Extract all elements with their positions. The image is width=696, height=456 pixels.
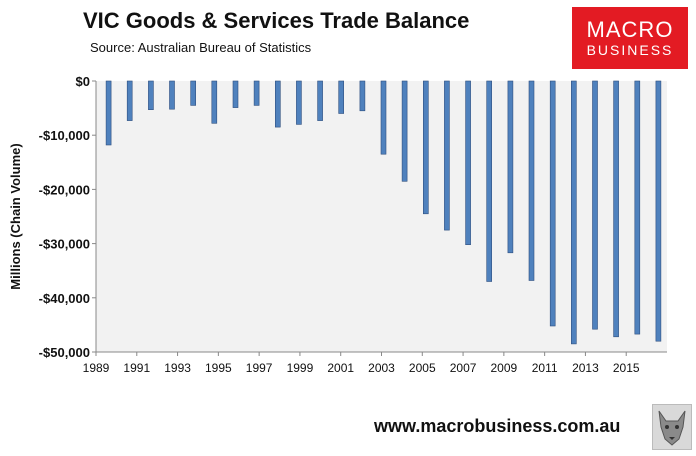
x-tick-label: 2009	[491, 361, 518, 375]
y-axis-title: Millions (Chain Volume)	[8, 143, 23, 289]
bar-1992	[148, 80, 154, 111]
bar-2006	[444, 80, 450, 231]
y-axis: $0 -$10,000 -$20,000 -$30,000 -$40,000 -$50,0…	[39, 74, 97, 360]
x-axis: 1989 1991 1993 1995 1997 1999 2001 2003 2005 2007…	[83, 351, 667, 375]
bar-2007	[465, 80, 471, 245]
bar-1999	[296, 80, 302, 125]
trade-balance-chart: $0 -$10,000 -$20,000 -$30,000 -$40,000 -$50,0…	[8, 74, 667, 375]
bar-1990	[105, 80, 112, 146]
bar-2004	[401, 80, 408, 182]
bar-1995	[211, 80, 218, 124]
bar-2000	[317, 80, 323, 121]
bar-2009	[507, 80, 514, 254]
y-tick-label: -$30,000	[39, 237, 90, 252]
bar-2015	[634, 80, 641, 335]
x-tick-label: 1995	[205, 361, 232, 375]
bar-2012	[570, 80, 577, 345]
x-tick-label: 1991	[123, 361, 150, 375]
bar-series	[105, 80, 662, 345]
bar-2014	[613, 80, 619, 338]
x-tick-label: 2013	[572, 361, 599, 375]
y-tick-label: -$50,000	[39, 345, 90, 360]
bar-2016	[655, 80, 662, 342]
chart-title: VIC Goods & Services Trade Balance	[83, 8, 470, 33]
x-tick-label: 1999	[287, 361, 314, 375]
logo-text-business: BUSINESS	[586, 42, 674, 58]
bar-2003	[380, 80, 387, 155]
bar-1996	[232, 80, 239, 108]
x-tick-label: 2015	[613, 361, 640, 375]
bar-1991	[126, 80, 133, 121]
y-tick-label: $0	[76, 74, 90, 89]
bar-2001	[338, 80, 345, 114]
bar-2008	[486, 80, 493, 282]
y-tick-label: -$20,000	[39, 182, 90, 197]
x-tick-label: 2003	[368, 361, 395, 375]
bar-2011	[549, 80, 556, 327]
macrobusiness-logo[interactable]: MACRO BUSINESS	[572, 7, 688, 69]
bar-1993	[169, 80, 175, 110]
bar-1994	[190, 80, 196, 106]
logo-text-macro: MACRO	[586, 17, 674, 42]
wolf-logo-icon	[652, 404, 692, 450]
x-tick-label: 1993	[164, 361, 191, 375]
bar-2002	[359, 80, 366, 112]
bar-2010	[528, 80, 535, 281]
footer-url-link[interactable]: www.macrobusiness.com.au	[374, 416, 621, 436]
chart-source: Source: Australian Bureau of Statistics	[90, 40, 312, 55]
bar-2013	[592, 80, 598, 330]
x-tick-label: 2007	[450, 361, 477, 375]
x-tick-label: 2001	[327, 361, 354, 375]
x-tick-label: 2011	[532, 361, 558, 375]
y-tick-label: -$40,000	[39, 291, 90, 306]
x-tick-label: 1997	[246, 361, 273, 375]
x-tick-label: 1989	[83, 361, 110, 375]
y-tick-label: -$10,000	[39, 128, 90, 143]
bar-2005	[422, 80, 429, 215]
bar-1998	[274, 80, 281, 128]
bar-1997	[253, 80, 260, 106]
x-tick-label: 2005	[409, 361, 436, 375]
